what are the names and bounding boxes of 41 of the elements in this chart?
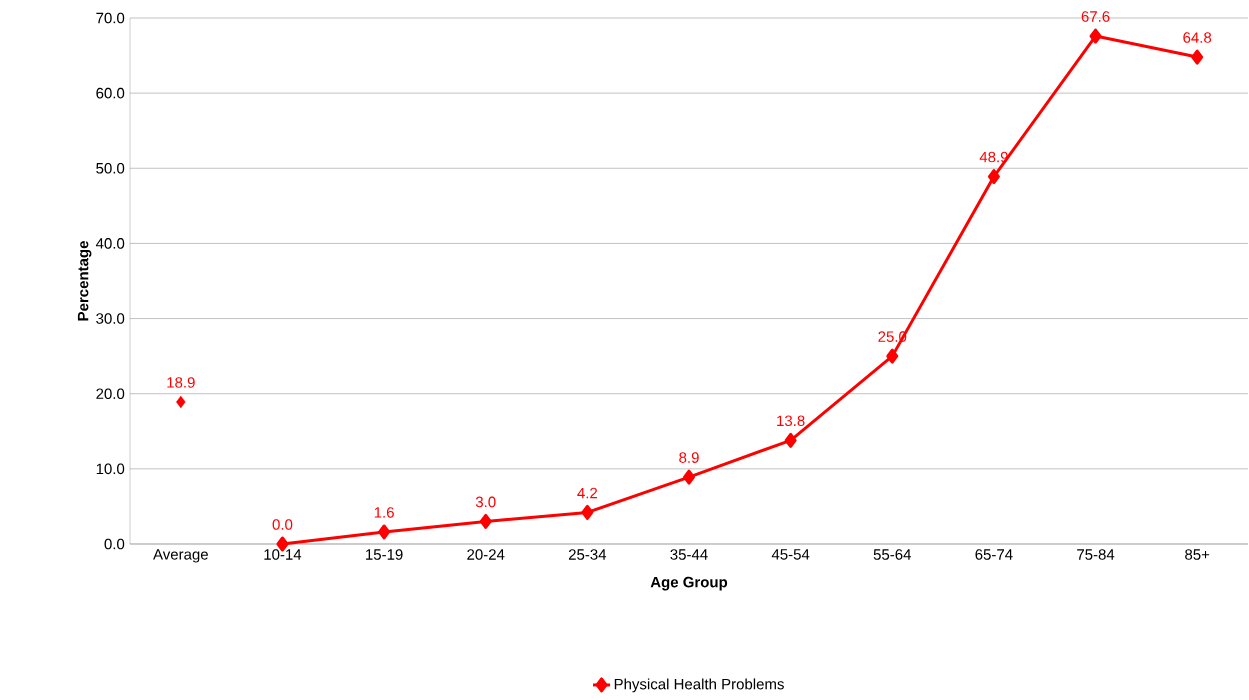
data-label: 13.8 [777,415,805,427]
x-tick-label: 35-44 [670,549,708,560]
data-label: 3.0 [475,496,496,508]
x-tick-label: 45-54 [771,549,810,560]
y-tick-label: 0.0 [104,538,125,550]
y-tick-label: 50.0 [96,162,125,174]
data-label: 8.9 [679,452,699,463]
x-tick-label: 10-14 [264,549,302,560]
point [683,469,696,485]
x-tick-label: 55-64 [873,549,912,560]
x-tick-label: 15-19 [366,549,403,560]
data-label: 0.0 [272,519,293,530]
x-tick-label: 65-74 [975,549,1013,560]
point [987,169,1000,185]
data-label: 18.9 [167,377,195,388]
data-label: 4.2 [577,487,598,499]
data-label: 67.6 [1081,11,1110,22]
point [581,504,594,520]
y-tick-label: 40.0 [95,238,125,249]
y-tick-label: 70.0 [96,12,125,24]
data-label: 64.8 [1183,32,1212,43]
point [378,524,391,540]
point [1089,28,1102,44]
x-tick-label: 75-84 [1077,549,1115,560]
x-tick-label: 20-24 [467,549,505,560]
point [176,395,186,409]
point [784,432,797,448]
x-tick-label: 85+ [1185,549,1210,560]
y-tick-label: 20.0 [96,388,125,400]
y-tick-label: 30.0 [96,313,125,324]
y-tick-label: 10.0 [96,463,125,475]
y-tick-label: 60.0 [96,87,125,99]
point [1191,49,1204,65]
data-label: 1.6 [374,507,394,518]
y-axis-title: Percentage [77,241,92,321]
point [886,348,899,364]
x-tick-label: 25-34 [568,549,607,560]
legend-label: Physical Health Problems [614,678,784,693]
x-axis-title: Age Group [650,576,728,591]
point [479,513,492,529]
x-tick-label: Average [153,549,208,563]
